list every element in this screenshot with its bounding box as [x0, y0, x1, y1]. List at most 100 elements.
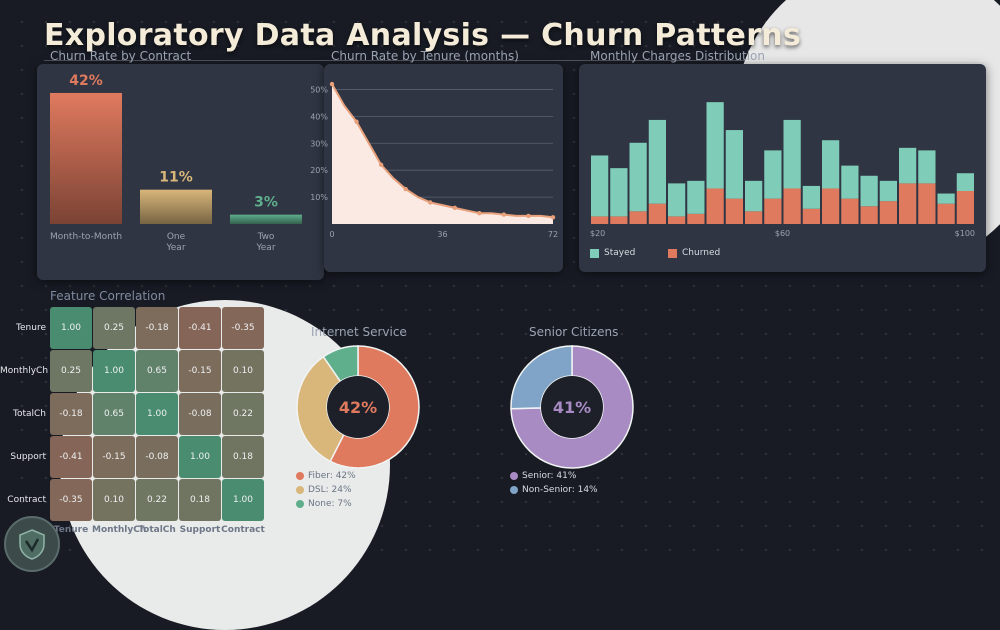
- tenure-ytick-3: 40%: [310, 112, 328, 121]
- donut-4-legend-item-1: DSL: 24%: [296, 485, 352, 495]
- heatmap-cell-3-2: -0.08: [136, 436, 178, 478]
- charges-churned-bar-17: [918, 183, 936, 224]
- donut-4-legend-item-2: None: 7%: [296, 499, 352, 509]
- heatmap-cell-4-1: 0.10: [93, 479, 135, 521]
- donut-4-legend-dot-1: [296, 486, 304, 494]
- heatmap-cell-1-2: 0.65: [136, 350, 178, 392]
- charges-stayed-bar-15: [879, 180, 897, 202]
- charges-chart: $20 $60 $100: [590, 102, 975, 238]
- tenure-xtick-2: 72: [548, 230, 558, 239]
- charges-xtick-1: $60: [775, 229, 790, 238]
- charges-churned-bar-0: [591, 216, 609, 224]
- charges-churned-bar-19: [956, 191, 974, 224]
- legend-stayed: Stayed: [590, 248, 635, 258]
- contract-bar-0: [50, 92, 122, 225]
- tenure-point-8: [428, 200, 433, 205]
- charges-churned-bar-5: [687, 213, 705, 224]
- heatmap-cell-2-1: 0.65: [93, 393, 135, 435]
- tenure-chart: 10% 20% 30% 40% 50% 0 36 72: [310, 81, 558, 239]
- donut-5-legend-dot-1: [510, 486, 518, 494]
- charges-stayed-bar-9: [764, 150, 782, 199]
- charges-churned-bar-18: [937, 203, 955, 224]
- donut-4-legend-label-1: DSL: 24%: [308, 485, 352, 495]
- heatmap-col-label-0: Tenure: [53, 525, 89, 535]
- charges-stayed-bar-12: [822, 140, 840, 189]
- charges-stayed-bar-2: [629, 142, 647, 212]
- heatmap-cell-1-1: 1.00: [93, 350, 135, 392]
- charges-chart-title: Monthly Charges Distribution: [590, 49, 765, 63]
- tenure-point-12: [477, 211, 482, 216]
- charges-churned-bar-7: [725, 198, 743, 224]
- tenure-point-10: [452, 205, 457, 211]
- donut-5-legend-dot-0: [510, 472, 518, 480]
- heatmap-cell-2-0: -0.18: [50, 393, 92, 435]
- donut-5-legend-label-1: Non-Senior: 14%: [522, 485, 598, 495]
- charges-stayed-bar-4: [668, 183, 686, 217]
- heatmap-col-label-2: TotalCh: [138, 525, 176, 535]
- charges-stayed-bar-6: [706, 102, 724, 189]
- charges-stayed-bar-11: [802, 185, 820, 209]
- legend-churned-label: Churned: [682, 248, 721, 258]
- charges-stayed-bar-0: [591, 155, 609, 217]
- heatmap-cell-2-3: -0.08: [179, 393, 221, 435]
- heatmap-cell-1-4: 0.10: [222, 350, 264, 392]
- donut-5-legend-item-0: Senior: 41%: [510, 471, 576, 481]
- tenure-point-4: [378, 162, 384, 167]
- tenure-point-16: [526, 213, 531, 219]
- charges-churned-bar-4: [668, 216, 686, 224]
- tenure-ytick-2: 30%: [310, 139, 328, 148]
- heatmap-cell-4-3: 0.18: [179, 479, 221, 521]
- charges-stayed-bar-18: [937, 193, 955, 204]
- charges-churned-bar-6: [706, 188, 724, 224]
- contract-bar-label-1: 11%: [159, 170, 193, 186]
- heatmap-row-label-3: Support: [10, 452, 46, 462]
- shield-icon: [19, 529, 45, 560]
- donut-5-center-label: 41%: [553, 398, 591, 417]
- charges-churned-bar-2: [629, 211, 647, 224]
- tenure-line: [331, 83, 554, 219]
- charges-xtick-2: $100: [955, 229, 975, 238]
- heatmap-title: Feature Correlation: [50, 289, 166, 303]
- shield-logo-icon: [4, 516, 60, 572]
- heatmap-row-label-0: Tenure: [16, 323, 46, 333]
- donut-5-legend-item-1: Non-Senior: 14%: [510, 485, 598, 495]
- donut-4-legend-dot-2: [296, 500, 304, 508]
- contract-tick-label-2-0: Two: [257, 232, 275, 242]
- heatmap-row-label-4: Contract: [7, 495, 46, 505]
- tenure-point-14: [501, 212, 507, 217]
- charges-churned-bar-3: [648, 203, 666, 224]
- correlation-heatmap: 1.00 0.25 -0.18 -0.41 -0.35 0.25 1.00 0.65 -0.15…: [50, 307, 264, 521]
- heatmap-col-label-4: Contract: [221, 525, 265, 535]
- charges-xtick-0: $20: [590, 229, 605, 238]
- tenure-xtick-1: 36: [437, 230, 447, 239]
- donut-4-hole: [327, 376, 389, 438]
- tenure-area: [332, 84, 553, 224]
- donut-4-legend-item-0: Fiber: 42%: [296, 471, 356, 481]
- legend-stayed-label: Stayed: [604, 248, 636, 258]
- heatmap-cell-0-3: -0.41: [179, 307, 221, 349]
- heatmap-cell-2-2: 1.00: [136, 393, 178, 435]
- contract-bar-2: [230, 214, 302, 224]
- donut-4-legend-dot-0: [296, 472, 304, 480]
- heatmap-col-label-1: MonthlyCh: [92, 525, 147, 535]
- charges-stayed-bar-17: [918, 150, 936, 184]
- heatmap-cell-0-2: -0.18: [136, 307, 178, 349]
- charges-stayed-bar-14: [860, 175, 878, 207]
- contract-tick-label-2-1: Year: [255, 243, 275, 253]
- contract-tick-label-1-0: One: [167, 232, 186, 242]
- heatmap-row-label-1: MonthlyCh: [0, 366, 49, 376]
- charges-stayed-bar-16: [899, 147, 917, 184]
- charges-panel: [579, 64, 986, 272]
- heatmap-cell-3-0: -0.41: [50, 436, 92, 478]
- heatmap-cell-3-3: 1.00: [179, 436, 221, 478]
- contract-bar-1: [140, 189, 212, 224]
- senior-donut-title: Senior Citizens: [529, 325, 619, 339]
- charges-churned-bar-8: [745, 211, 763, 224]
- legend-stayed-swatch: [590, 248, 599, 258]
- heatmap-cell-1-3: -0.15: [179, 350, 221, 392]
- heatmap-cell-3-4: 0.18: [222, 436, 264, 478]
- charges-stayed-bar-7: [725, 130, 743, 199]
- charges-stayed-bar-13: [841, 165, 859, 199]
- donut-5-hole: [541, 376, 603, 438]
